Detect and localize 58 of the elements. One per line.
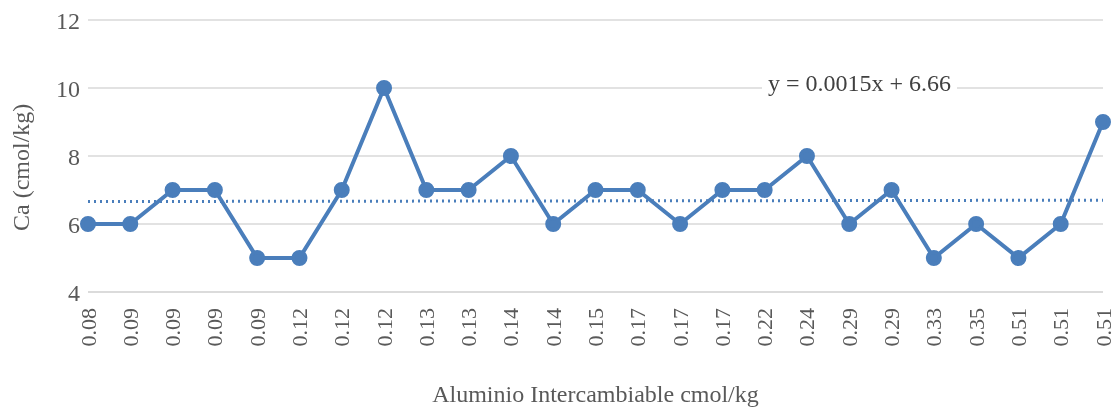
y-tick-label: 12 bbox=[56, 7, 80, 34]
x-tick-label: 0.51 bbox=[1048, 308, 1074, 347]
x-tick-label: 0.29 bbox=[879, 308, 905, 347]
point bbox=[587, 182, 604, 198]
x-tick-label: 0.13 bbox=[456, 308, 482, 347]
x-tick-label: 0.09 bbox=[160, 308, 186, 347]
x-tick-label: 0.14 bbox=[540, 308, 566, 347]
y-tick-label: 10 bbox=[56, 75, 80, 102]
x-axis-title: Aluminio Intercambiable cmol/kg bbox=[432, 381, 759, 407]
point bbox=[672, 216, 689, 232]
point bbox=[883, 182, 900, 198]
x-tick-label: 0.08 bbox=[75, 308, 101, 347]
point bbox=[841, 216, 858, 232]
point bbox=[291, 250, 308, 266]
point bbox=[925, 250, 942, 266]
x-tick-label: 0.17 bbox=[625, 308, 651, 347]
x-tick-label: 0.33 bbox=[921, 308, 947, 347]
point bbox=[1052, 216, 1069, 232]
x-tick-label: 0.17 bbox=[709, 308, 735, 347]
point bbox=[502, 148, 519, 164]
x-tick-label: 0.17 bbox=[667, 308, 693, 347]
point bbox=[545, 216, 562, 232]
point bbox=[206, 182, 223, 198]
x-tick-label: 0.12 bbox=[329, 308, 355, 347]
point bbox=[376, 80, 393, 96]
point bbox=[629, 182, 646, 198]
x-tick-label: 0.14 bbox=[498, 308, 524, 347]
x-tick-label: 0.09 bbox=[117, 308, 143, 347]
x-tick-label: 0.22 bbox=[752, 308, 778, 347]
y-tick-label: 4 bbox=[68, 279, 80, 306]
x-tick-label: 0.24 bbox=[794, 308, 820, 347]
x-tick-label: 0.12 bbox=[371, 308, 397, 347]
point bbox=[968, 216, 985, 232]
x-tick-label: 0.12 bbox=[286, 308, 312, 347]
point bbox=[418, 182, 435, 198]
point bbox=[1095, 114, 1111, 130]
point bbox=[333, 182, 350, 198]
y-tick-label: 6 bbox=[68, 211, 80, 238]
point bbox=[798, 148, 815, 164]
y-axis-title: Ca (cmol/kg) bbox=[7, 103, 34, 231]
point bbox=[756, 182, 773, 198]
x-tick-label: 0.09 bbox=[202, 308, 228, 347]
x-tick-label: 0.51 bbox=[1090, 308, 1116, 347]
annotation: y = 0.0015x + 6.66 bbox=[762, 70, 958, 97]
point bbox=[80, 216, 96, 232]
point bbox=[164, 182, 181, 198]
x-tick-label: 0.15 bbox=[583, 308, 608, 347]
y-tick-label: 8 bbox=[68, 143, 80, 170]
x-tick-label: 0.51 bbox=[1005, 308, 1031, 347]
x-tick-label: 0.35 bbox=[963, 308, 989, 347]
x-tick-label: 0.13 bbox=[413, 308, 439, 347]
point bbox=[460, 182, 477, 198]
point bbox=[1010, 250, 1027, 266]
point bbox=[122, 216, 139, 232]
x-tick-label: 0.29 bbox=[836, 308, 862, 347]
point bbox=[249, 250, 266, 266]
point bbox=[714, 182, 731, 198]
x-tick-label: 0.09 bbox=[244, 308, 270, 347]
